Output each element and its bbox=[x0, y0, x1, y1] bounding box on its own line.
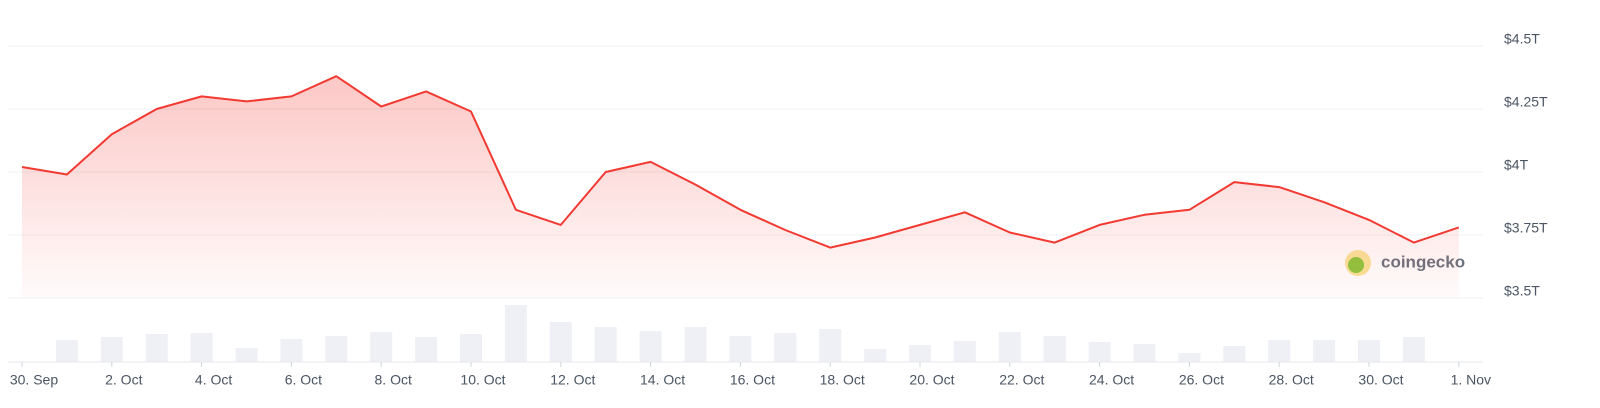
volume-bar bbox=[1223, 346, 1246, 362]
y-tick-label: $4T bbox=[1504, 157, 1529, 173]
x-tick-label: 20. Oct bbox=[909, 372, 954, 388]
volume-bar bbox=[1178, 353, 1201, 362]
volume-bar bbox=[504, 305, 527, 362]
volume-bar bbox=[1358, 340, 1380, 362]
x-tick-label: 16. Oct bbox=[730, 372, 775, 388]
volume-bar bbox=[190, 333, 213, 362]
volume-bar bbox=[415, 337, 438, 362]
volume-bar bbox=[145, 334, 168, 362]
volume-bar bbox=[100, 337, 123, 362]
volume-bar bbox=[280, 339, 303, 362]
volume-bar bbox=[729, 336, 752, 362]
x-tick-label: 1. Nov bbox=[1451, 372, 1491, 388]
volume-bar bbox=[909, 345, 931, 362]
volume-bar bbox=[370, 332, 393, 362]
x-tick-label: 14. Oct bbox=[640, 372, 685, 388]
x-tick-label: 8. Oct bbox=[375, 372, 412, 388]
volume-bar bbox=[1402, 337, 1425, 362]
x-tick-label: 30. Sep bbox=[10, 372, 58, 388]
volume-bar bbox=[684, 327, 707, 362]
price-line bbox=[21, 75, 1460, 249]
volume-bar bbox=[594, 327, 617, 362]
x-tick-label: 18. Oct bbox=[820, 372, 865, 388]
y-tick-label: $3.75T bbox=[1504, 220, 1548, 236]
x-tick-label: 24. Oct bbox=[1089, 372, 1134, 388]
volume-bar bbox=[55, 340, 78, 362]
volume-bar bbox=[953, 341, 976, 362]
volume-bar bbox=[998, 332, 1021, 362]
y-tick-label: $3.5T bbox=[1504, 283, 1540, 299]
x-tick-label: 6. Oct bbox=[285, 372, 322, 388]
x-tick-label: 10. Oct bbox=[460, 372, 505, 388]
volume-bar bbox=[1088, 342, 1111, 362]
volume-bar bbox=[819, 329, 842, 362]
volume-bar bbox=[235, 348, 258, 362]
x-tick-label: 2. Oct bbox=[105, 372, 142, 388]
x-tick-label: 4. Oct bbox=[195, 372, 232, 388]
area bbox=[22, 76, 1459, 298]
volume-bar bbox=[1043, 336, 1066, 362]
x-tick-label: 28. Oct bbox=[1269, 372, 1314, 388]
x-tick-label: 22. Oct bbox=[999, 372, 1044, 388]
volume-bar bbox=[1133, 344, 1156, 362]
x-tick-label: 12. Oct bbox=[550, 372, 595, 388]
x-tick-label: 26. Oct bbox=[1179, 372, 1224, 388]
volume-bar bbox=[460, 334, 482, 362]
y-tick-label: $4.25T bbox=[1504, 94, 1548, 110]
volume-bar bbox=[639, 331, 662, 362]
volume-bar bbox=[864, 349, 887, 362]
volume-bar bbox=[549, 322, 572, 362]
x-tick-label: 30. Oct bbox=[1358, 372, 1403, 388]
volume-bar bbox=[774, 333, 797, 362]
volume-bar bbox=[1268, 340, 1291, 362]
y-tick-label: $4.5T bbox=[1504, 31, 1540, 47]
volume-bar bbox=[325, 336, 348, 362]
volume-bar bbox=[1313, 340, 1336, 362]
